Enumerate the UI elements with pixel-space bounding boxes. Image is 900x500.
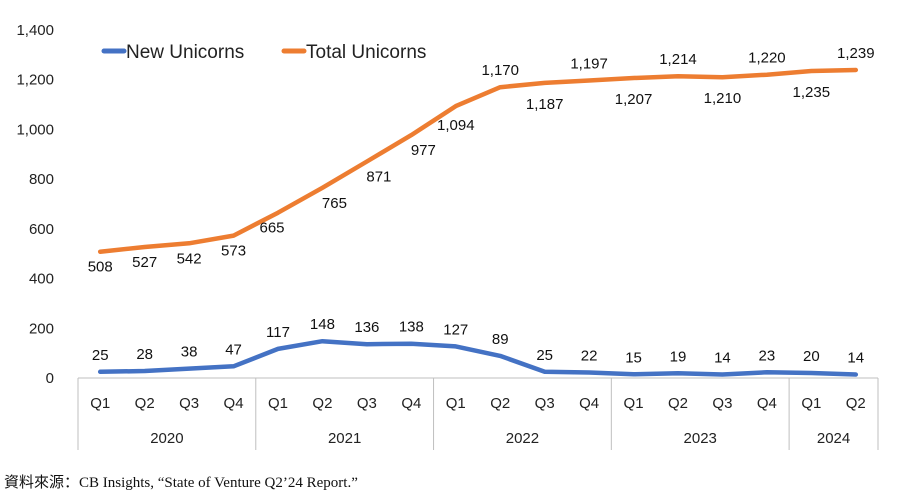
data-label-new-unicorns: 127 [443, 321, 468, 338]
series-lines [97, 67, 859, 377]
year-label: 2023 [684, 430, 717, 447]
x-tick-label: Q4 [224, 395, 244, 412]
data-label-new-unicorns: 25 [92, 347, 109, 364]
x-tick-label: Q4 [757, 395, 777, 412]
y-axis-ticks: 0 200 400 600 800 1,000 1,200 1,400 [16, 22, 54, 387]
data-label-total-unicorns: 508 [88, 259, 113, 276]
x-tick-label: Q3 [535, 395, 555, 412]
x-tick-label: Q1 [624, 395, 644, 412]
x-tick-label: Q2 [846, 395, 866, 412]
data-label-total-unicorns: 542 [177, 250, 202, 267]
x-tick-label: Q4 [579, 395, 599, 412]
data-label-total-unicorns: 1,235 [793, 84, 831, 101]
data-label-new-unicorns: 14 [847, 350, 864, 367]
year-label: 2022 [506, 430, 539, 447]
data-labels: 25 28 38 47 117 148 136 138 127 89 25 22 15 19 14 23 20 1… [88, 45, 875, 367]
data-label-total-unicorns: 1,094 [437, 117, 475, 134]
x-tick-label: Q1 [268, 395, 288, 412]
y-tick-label: 1,200 [16, 72, 54, 89]
data-label-new-unicorns: 23 [759, 347, 776, 364]
data-label-new-unicorns: 148 [310, 316, 335, 333]
data-label-total-unicorns: 665 [259, 220, 284, 237]
series-line-new-unicorns [97, 338, 859, 377]
data-label-total-unicorns: 977 [411, 142, 436, 159]
data-label-new-unicorns: 14 [714, 350, 731, 367]
data-label-new-unicorns: 20 [803, 348, 820, 365]
legend: New Unicorns Total Unicorns [101, 42, 426, 63]
year-label: 2020 [150, 430, 183, 447]
data-label-new-unicorns: 136 [354, 319, 379, 336]
x-tick-label: Q4 [401, 395, 421, 412]
x-tick-label: Q3 [179, 395, 199, 412]
data-label-new-unicorns: 38 [181, 344, 198, 361]
y-tick-label: 800 [29, 171, 54, 188]
data-label-total-unicorns: 1,220 [748, 50, 786, 67]
x-tick-label: Q3 [357, 395, 377, 412]
y-tick-label: 1,000 [16, 121, 54, 138]
data-label-total-unicorns: 1,207 [615, 91, 653, 108]
data-label-total-unicorns: 1,187 [526, 96, 564, 113]
data-label-new-unicorns: 89 [492, 331, 509, 348]
x-axis-ticks: 2020 2021 2022 2023 2024 Q1 Q2 Q3 Q4 Q1 Q2 Q3 Q4 Q1 Q2… [90, 395, 866, 447]
x-tick-label: Q2 [312, 395, 332, 412]
data-label-total-unicorns: 573 [221, 243, 246, 260]
y-tick-label: 200 [29, 320, 54, 337]
legend-label-total-unicorns: Total Unicorns [306, 42, 426, 63]
x-tick-label: Q1 [801, 395, 821, 412]
data-label-total-unicorns: 1,170 [481, 62, 519, 79]
x-tick-label: Q3 [712, 395, 732, 412]
legend-label-new-unicorns: New Unicorns [126, 42, 244, 63]
data-label-new-unicorns: 28 [136, 346, 153, 363]
data-label-total-unicorns: 527 [132, 254, 157, 271]
data-label-total-unicorns: 871 [366, 168, 391, 185]
year-label: 2024 [817, 430, 850, 447]
x-tick-label: Q1 [446, 395, 466, 412]
data-label-new-unicorns: 47 [225, 341, 242, 358]
y-tick-label: 1,400 [16, 22, 54, 39]
data-label-new-unicorns: 22 [581, 348, 598, 365]
data-label-new-unicorns: 19 [670, 348, 687, 365]
data-label-new-unicorns: 15 [625, 349, 642, 366]
y-tick-label: 0 [46, 370, 54, 387]
x-tick-label: Q2 [135, 395, 155, 412]
data-label-total-unicorns: 1,214 [659, 51, 697, 68]
data-label-new-unicorns: 138 [399, 319, 424, 336]
data-label-total-unicorns: 1,210 [704, 90, 742, 107]
data-label-new-unicorns: 25 [536, 347, 553, 364]
x-tick-label: Q1 [90, 395, 110, 412]
year-label: 2021 [328, 430, 361, 447]
source-note: 資料來源：CB Insights, “State of Venture Q2’2… [4, 475, 358, 491]
data-label-total-unicorns: 765 [322, 195, 347, 212]
axes [77, 377, 879, 450]
data-label-total-unicorns: 1,197 [570, 55, 608, 72]
y-tick-label: 400 [29, 271, 54, 288]
x-tick-label: Q2 [668, 395, 688, 412]
x-tick-label: Q2 [490, 395, 510, 412]
series-line-total-unicorns [97, 67, 859, 254]
data-label-total-unicorns: 1,239 [837, 45, 875, 62]
data-label-new-unicorns: 117 [266, 324, 290, 341]
y-tick-label: 600 [29, 221, 54, 238]
